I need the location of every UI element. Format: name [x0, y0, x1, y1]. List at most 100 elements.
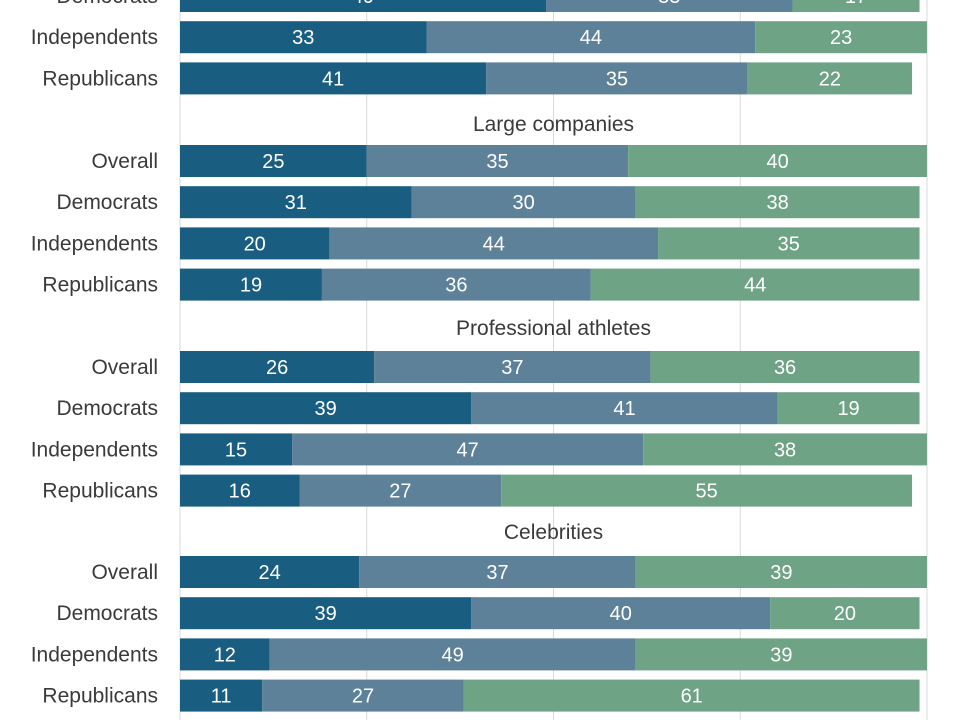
bar-first-segment [180, 351, 375, 383]
data-label: 44 [744, 275, 766, 297]
data-label: 23 [830, 27, 852, 49]
category-label: Independents [31, 438, 158, 461]
category-label: Republicans [42, 67, 158, 90]
bar-second-segment [299, 474, 502, 507]
bar-first-segment [180, 268, 322, 301]
data-label: 55 [696, 481, 718, 503]
bar-first-segment [180, 638, 270, 671]
bars [180, 0, 927, 712]
category-label: Democrats [56, 397, 158, 420]
bar-second-segment [426, 21, 756, 54]
data-label: 24 [259, 562, 281, 584]
data-label: 35 [606, 68, 628, 90]
data-label: 12 [214, 644, 236, 666]
data-label: 27 [352, 686, 374, 708]
bar-third-segment [792, 0, 920, 12]
bar-third-segment [463, 679, 920, 712]
bar-second-segment [329, 227, 659, 260]
bar-second-segment [269, 638, 636, 671]
bar-first-segment [180, 392, 472, 425]
data-label: 37 [486, 562, 508, 584]
data-label: 38 [766, 192, 788, 214]
bar-third-segment [635, 186, 920, 219]
category-label: Republicans [42, 685, 158, 708]
data-label: 49 [352, 0, 374, 8]
data-label: 15 [225, 439, 247, 461]
bar-third-segment [635, 638, 927, 671]
data-label: 19 [837, 398, 859, 420]
data-label: 33 [292, 27, 314, 49]
category-label: Independents [31, 26, 158, 49]
bar-third-segment [590, 268, 920, 301]
data-label: 41 [613, 398, 635, 420]
bar-first-segment [180, 62, 487, 95]
bar-third-segment [628, 145, 927, 177]
data-label: 19 [240, 275, 262, 297]
category-label: Democrats [56, 191, 158, 214]
data-label: 27 [389, 481, 411, 503]
group-title: Professional athletes [456, 317, 651, 340]
data-label: 30 [512, 192, 534, 214]
bar-third-segment [650, 351, 920, 383]
data-label: 22 [819, 68, 841, 90]
bar-first-segment [180, 433, 293, 466]
data-label: 31 [285, 192, 307, 214]
data-label: 44 [580, 27, 602, 49]
category-label: Democrats [56, 0, 158, 8]
data-label: 33 [658, 0, 680, 8]
bar-third-segment [635, 556, 927, 588]
bar-first-segment [180, 145, 367, 177]
data-label: 35 [486, 151, 508, 173]
bar-first-segment [180, 679, 263, 712]
bar-second-segment [471, 597, 771, 630]
data-label: 47 [456, 439, 478, 461]
data-label: 36 [445, 275, 467, 297]
data-label: 11 [211, 686, 232, 708]
bar-first-segment [180, 21, 427, 54]
bar-second-segment [486, 62, 748, 95]
bar-third-segment [658, 227, 920, 260]
bar-first-segment [180, 186, 412, 219]
bar-third-segment [747, 62, 913, 95]
bar-first-segment [180, 597, 472, 630]
data-label: 37 [501, 357, 523, 379]
data-label: 40 [766, 151, 788, 173]
category-label: Overall [91, 561, 158, 584]
bar-first-segment [180, 474, 300, 507]
data-label: 39 [770, 562, 792, 584]
bar-second-segment [374, 351, 651, 383]
data-label: 20 [244, 233, 266, 255]
data-label: 39 [315, 398, 337, 420]
data-label: 16 [229, 481, 251, 503]
bar-second-segment [292, 433, 644, 466]
bar-first-segment [180, 227, 330, 260]
bar-second-segment [471, 392, 778, 425]
bar-second-segment [262, 679, 464, 712]
data-label: 40 [610, 603, 632, 625]
data-label: 25 [262, 151, 284, 173]
data-label: 35 [778, 233, 800, 255]
bar-first-segment [180, 0, 547, 12]
group-title: Celebrities [504, 521, 603, 544]
bar-third-segment [643, 433, 927, 466]
bar-first-segment [180, 556, 360, 588]
bar-third-segment [777, 392, 920, 425]
category-label: Overall [91, 150, 158, 173]
bar-third-segment [755, 21, 927, 54]
category-label: Democrats [56, 602, 158, 625]
data-label: 26 [266, 357, 288, 379]
category-label: Republicans [42, 480, 158, 503]
bar-second-segment [546, 0, 793, 12]
bar-third-segment [501, 474, 913, 507]
bar-second-segment [366, 145, 629, 177]
data-label: 41 [322, 68, 344, 90]
data-label: 44 [483, 233, 505, 255]
data-label: 20 [834, 603, 856, 625]
group-title: Large companies [473, 113, 634, 136]
data-label: 17 [845, 0, 867, 8]
category-label: Overall [91, 356, 158, 379]
category-label: Republicans [42, 274, 158, 297]
category-label: Independents [31, 643, 158, 666]
data-label: 49 [442, 644, 464, 666]
